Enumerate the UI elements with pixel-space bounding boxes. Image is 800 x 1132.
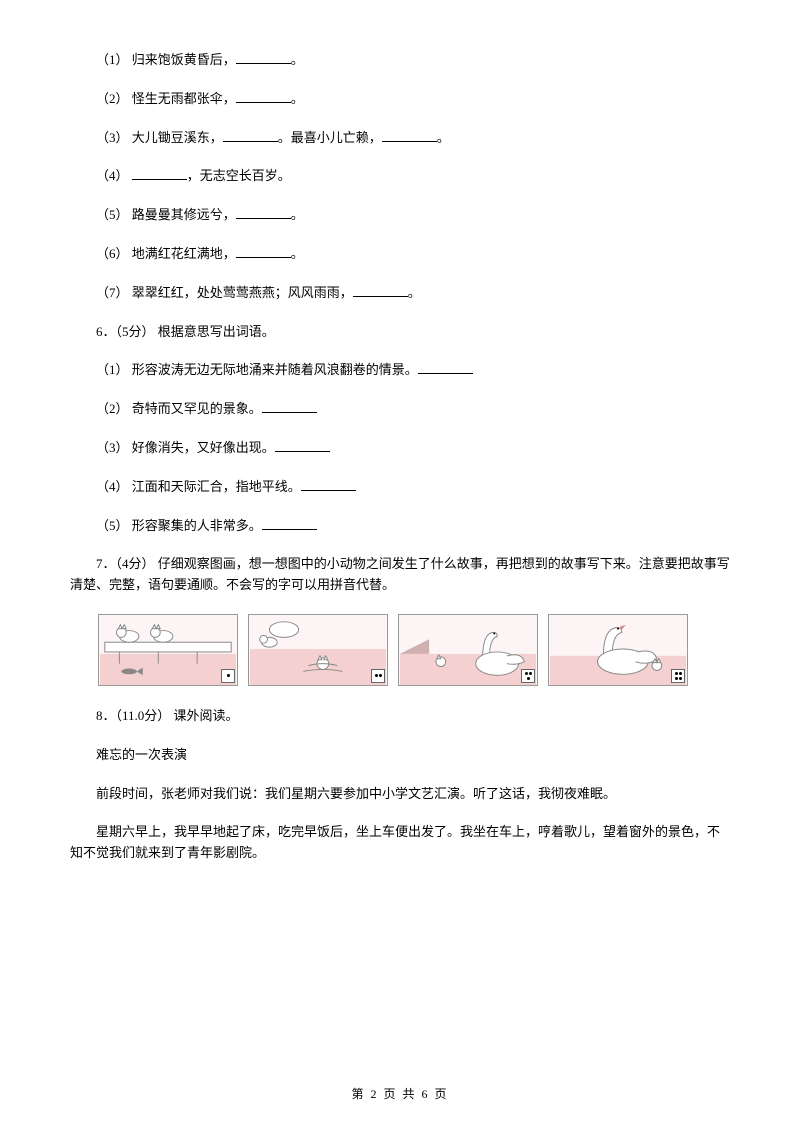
q7-panel-1 — [98, 614, 238, 686]
q5-item-5-text: （5） 路曼曼其修远兮， — [96, 207, 236, 222]
blank — [236, 90, 291, 103]
period: 。 — [437, 130, 450, 145]
q6-item-5-text: （5） 形容聚集的人非常多。 — [96, 518, 262, 533]
period: 。 — [291, 246, 304, 261]
blank — [301, 478, 356, 491]
panel-4-svg — [549, 615, 687, 685]
blank — [275, 439, 330, 452]
blank — [236, 206, 291, 219]
q5-item-5: （5） 路曼曼其修远兮， 。 — [70, 205, 730, 226]
q5-item-4: （4） ，无志空长百岁。 — [70, 166, 730, 187]
period: 。 — [291, 91, 304, 106]
dice-1 — [221, 669, 235, 683]
q6-item-3-text: （3） 好像消失，又好像出现。 — [96, 440, 275, 455]
q6-item-4: （4） 江面和天际汇合，指地平线。 — [70, 477, 730, 498]
q7-images — [98, 614, 730, 686]
q5-item-1: （1） 归来饱饭黄昏后， 。 — [70, 50, 730, 71]
q5-item-2: （2） 怪生无雨都张伞， 。 — [70, 89, 730, 110]
q6-item-4-text: （4） 江面和天际汇合，指地平线。 — [96, 479, 301, 494]
q8-p2: 星期六早上，我早早地起了床，吃完早饭后，坐上车便出发了。我坐在车上，哼着歌儿，望… — [70, 822, 730, 864]
q5-item-3-mid: 。最喜小儿亡赖， — [278, 130, 382, 145]
blank — [236, 245, 291, 258]
panel-3-svg — [399, 615, 537, 685]
page-footer: 第 2 页 共 6 页 — [0, 1085, 800, 1102]
q5-item-4-text: （4） — [96, 168, 132, 183]
blank — [236, 51, 291, 64]
blank — [262, 517, 317, 530]
q8-header: 8．（11.0分） 课外阅读。 — [70, 706, 730, 727]
q8-title: 难忘的一次表演 — [70, 745, 730, 766]
period: 。 — [291, 52, 304, 67]
q5-item-2-text: （2） 怪生无雨都张伞， — [96, 91, 236, 106]
q5-item-4-tail: ，无志空长百岁。 — [187, 168, 291, 183]
q6-item-2-text: （2） 奇特而又罕见的景象。 — [96, 401, 262, 416]
dice-3 — [521, 669, 535, 683]
blank — [382, 129, 437, 142]
q8-p1: 前段时间，张老师对我们说：我们星期六要参加中小学文艺汇演。听了这话，我彻夜难眠。 — [70, 784, 730, 805]
dice-4 — [671, 669, 685, 683]
blank — [132, 167, 187, 180]
q6-item-1: （1） 形容波涛无边无际地涌来并随着风浪翻卷的情景。 — [70, 360, 730, 381]
blank — [223, 129, 278, 142]
q6-item-1-text: （1） 形容波涛无边无际地涌来并随着风浪翻卷的情景。 — [96, 362, 418, 377]
q7-panel-4 — [548, 614, 688, 686]
q7-panel-3 — [398, 614, 538, 686]
blank — [262, 400, 317, 413]
blank — [418, 361, 473, 374]
dice-2 — [371, 669, 385, 683]
q6-item-5: （5） 形容聚集的人非常多。 — [70, 516, 730, 537]
panel-2-svg — [249, 615, 387, 685]
blank — [353, 284, 408, 297]
period: 。 — [291, 207, 304, 222]
q7-panel-2 — [248, 614, 388, 686]
q5-item-6-text: （6） 地满红花红满地， — [96, 246, 236, 261]
q5-item-1-text: （1） 归来饱饭黄昏后， — [96, 52, 236, 67]
q5-item-3: （3） 大儿锄豆溪东， 。最喜小儿亡赖， 。 — [70, 128, 730, 149]
q5-item-7: （7） 翠翠红红，处处莺莺燕燕；风风雨雨， 。 — [70, 283, 730, 304]
panel-1-svg — [99, 615, 237, 685]
q6-header: 6．（5分） 根据意思写出词语。 — [70, 322, 730, 343]
q6-item-2: （2） 奇特而又罕见的景象。 — [70, 399, 730, 420]
q7-header: 7．（4分） 仔细观察图画，想一想图中的小动物之间发生了什么故事，再把想到的故事… — [70, 554, 730, 596]
q5-item-3-text: （3） 大儿锄豆溪东， — [96, 130, 223, 145]
q6-item-3: （3） 好像消失，又好像出现。 — [70, 438, 730, 459]
q5-item-6: （6） 地满红花红满地， 。 — [70, 244, 730, 265]
q5-item-7-text: （7） 翠翠红红，处处莺莺燕燕；风风雨雨， — [96, 285, 353, 300]
period: 。 — [408, 285, 421, 300]
